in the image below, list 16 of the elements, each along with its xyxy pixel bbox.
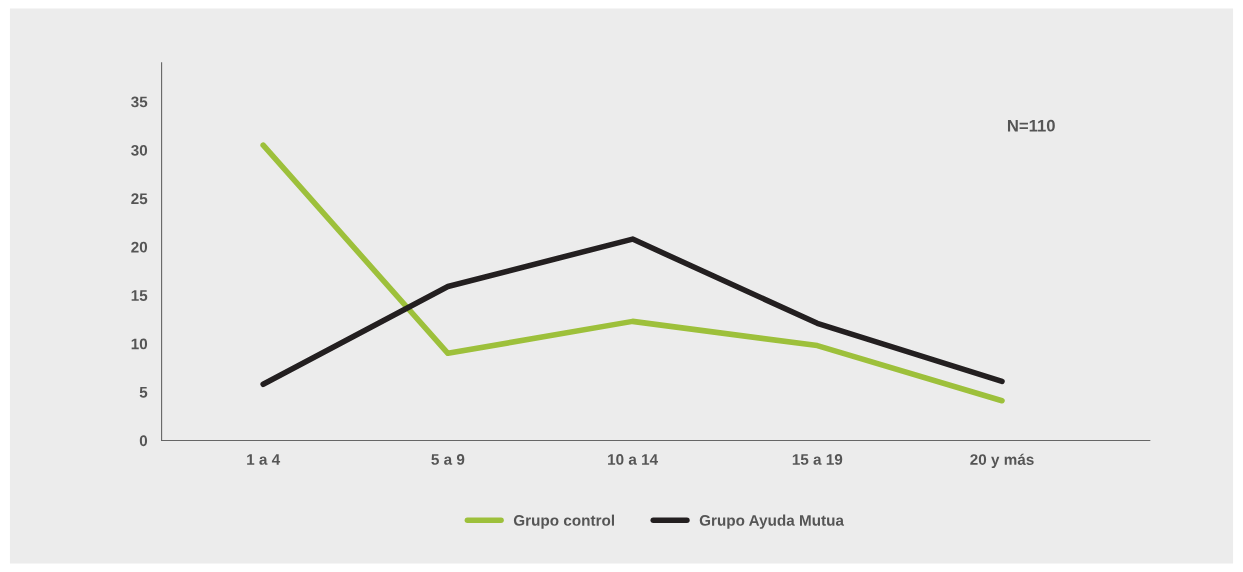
x-tick-label: 20 y más	[970, 453, 1034, 469]
y-tick-label: 15	[131, 290, 148, 301]
legend-label: Grupo control	[513, 514, 615, 529]
y-tick-label: 5	[139, 387, 148, 398]
y-tick-label: 0	[139, 435, 148, 447]
x-tick-label: 1 a 4	[247, 454, 281, 465]
y-tick-label: 25	[131, 193, 148, 205]
x-tick-label: 15 a 19	[792, 454, 843, 465]
x-tick-label: 10 a 14	[608, 454, 658, 465]
y-tick-label: 10	[131, 338, 148, 350]
y-tick-label: 30	[131, 144, 148, 156]
x-tick-label: 5 a 9	[431, 454, 465, 465]
y-tick-label: 20	[131, 241, 148, 253]
legend-label: Grupo Ayuda Mutua	[699, 514, 845, 529]
y-tick-label: 35	[131, 96, 148, 108]
annotation: N=110	[1007, 119, 1055, 132]
